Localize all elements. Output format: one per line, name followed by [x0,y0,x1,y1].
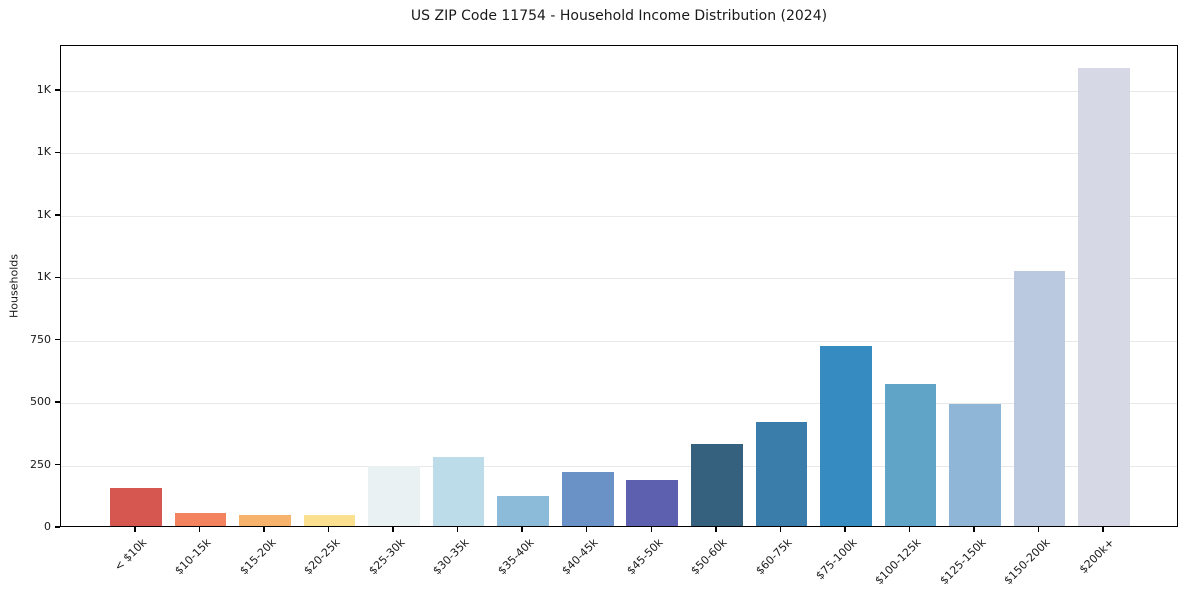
x-tick-label-150-200k: $150-200k [1001,536,1053,588]
x-tick-mark [327,527,330,532]
x-tick-label-30-35k: $30-35k [430,536,472,578]
gridline-1000 [61,278,1177,280]
bar-25-30k [368,466,420,526]
x-tick-mark [973,527,975,532]
x-tick-mark [1102,527,1104,532]
y-tick-label-1250: 1K [36,207,51,221]
y-tick-label-1000: 1K [36,270,51,284]
gridline-1500 [61,153,1177,155]
x-tick-mark [456,527,459,532]
gridline-1750 [61,90,1177,92]
y-tick-mark [55,338,60,341]
x-tick-mark [779,527,782,532]
x-tick-label-75-100k: $75-100k [812,536,860,583]
x-tick-mark [585,527,588,532]
bar-20-25k [303,514,356,526]
gridline-250 [61,465,1177,467]
x-tick-mark [650,527,653,532]
x-tick-label-200k: $200k+ [1077,536,1118,577]
gridline-750 [61,340,1177,342]
bar-10-15k [174,513,227,526]
x-tick-mark [715,527,717,532]
x-tick-mark [521,527,523,532]
plot-area [60,45,1178,527]
y-tick-mark [55,276,60,278]
x-tick-mark [1037,527,1040,532]
x-tick-label-20-25k: $20-25k [301,536,343,578]
y-tick-mark [55,463,60,466]
x-tick-mark [392,527,394,532]
x-tick-label-40-45k: $40-45k [559,536,601,578]
y-tick-mark [55,401,60,403]
bar-60-75k [755,421,808,526]
x-tick-label-15-20k: $15-20k [237,536,279,578]
x-tick-mark [134,527,136,532]
bar-50-60k [690,444,743,526]
y-tick-mark [55,526,60,528]
gridline-1250 [61,215,1177,217]
y-tick-label-250: 250 [30,457,51,471]
bar-75-100k [820,346,872,526]
bar-125-150k [949,404,1001,526]
x-tick-label-10k: < $10k [111,536,150,574]
bar-10k [110,487,162,526]
y-tick-label-1500: 1K [36,145,51,159]
x-tick-label-60-75k: $60-75k [753,536,795,578]
chart-title: US ZIP Code 11754 - Household Income Dis… [410,8,828,24]
y-tick-label-0: 0 [44,520,51,533]
x-tick-mark [263,527,265,532]
y-tick-label-750: 750 [30,332,51,346]
y-tick-label-1750: 1K [36,82,51,96]
bar-30-35k [432,456,485,526]
y-tick-label-500: 500 [30,395,51,409]
bar-15-20k [239,515,291,526]
x-tick-label-100-125k: $100-125k [872,536,924,588]
x-tick-label-45-50k: $45-50k [624,536,666,578]
bar-100-125k [884,383,937,526]
x-tick-mark [908,527,911,532]
y-axis-label: Households [7,254,21,318]
x-tick-mark [844,527,846,532]
bar-35-40k [497,496,549,526]
x-tick-label-125-150k: $125-150k [936,536,989,588]
x-tick-label-10-15k: $10-15k [172,536,214,578]
bar-150-200k [1013,271,1066,526]
x-tick-label-25-30k: $25-30k [366,536,408,578]
bar-45-50k [626,479,679,526]
bar-200k [1078,67,1130,526]
bar-40-45k [561,471,614,526]
x-tick-mark [198,527,201,532]
gridline-500 [61,403,1177,405]
x-tick-label-35-40k: $35-40k [495,536,537,578]
y-tick-mark [55,151,60,154]
y-tick-mark [55,214,60,216]
x-tick-label-50-60k: $50-60k [688,536,731,578]
y-tick-mark [55,89,60,91]
